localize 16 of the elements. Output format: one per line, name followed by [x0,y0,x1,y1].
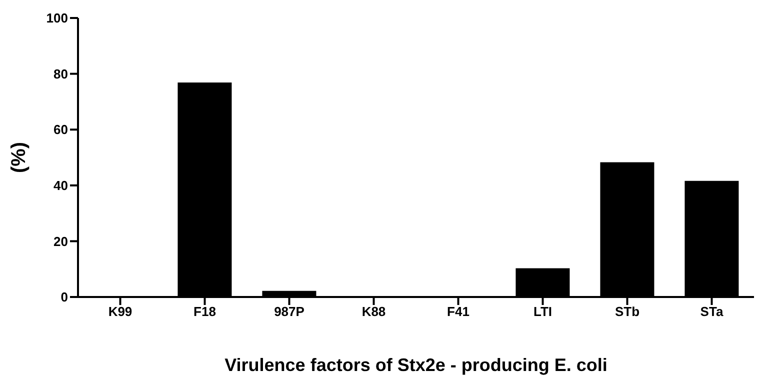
y-tick-label: 60 [54,122,68,138]
x-tick-label: STb [614,304,640,320]
y-tick-label: 100 [46,10,68,26]
y-tick-label: 40 [54,178,68,194]
y-tick-label: 20 [54,234,68,249]
x-tick-label: STa [700,304,724,320]
x-tick-label: F18 [194,304,216,320]
x-tick-label: K88 [362,304,386,320]
x-tick-label: LTI [533,304,552,320]
y-tick-label: 0 [60,290,68,305]
y-tick-label: 80 [54,66,68,82]
x-tick-label: K99 [108,304,132,320]
x-axis-title: Virulence factors of Stx2e - producing E. coli [224,355,608,375]
x-tick-label: F41 [447,304,470,320]
x-tick-label: 987P [274,304,305,320]
y-axis-title: (%) [8,142,30,174]
